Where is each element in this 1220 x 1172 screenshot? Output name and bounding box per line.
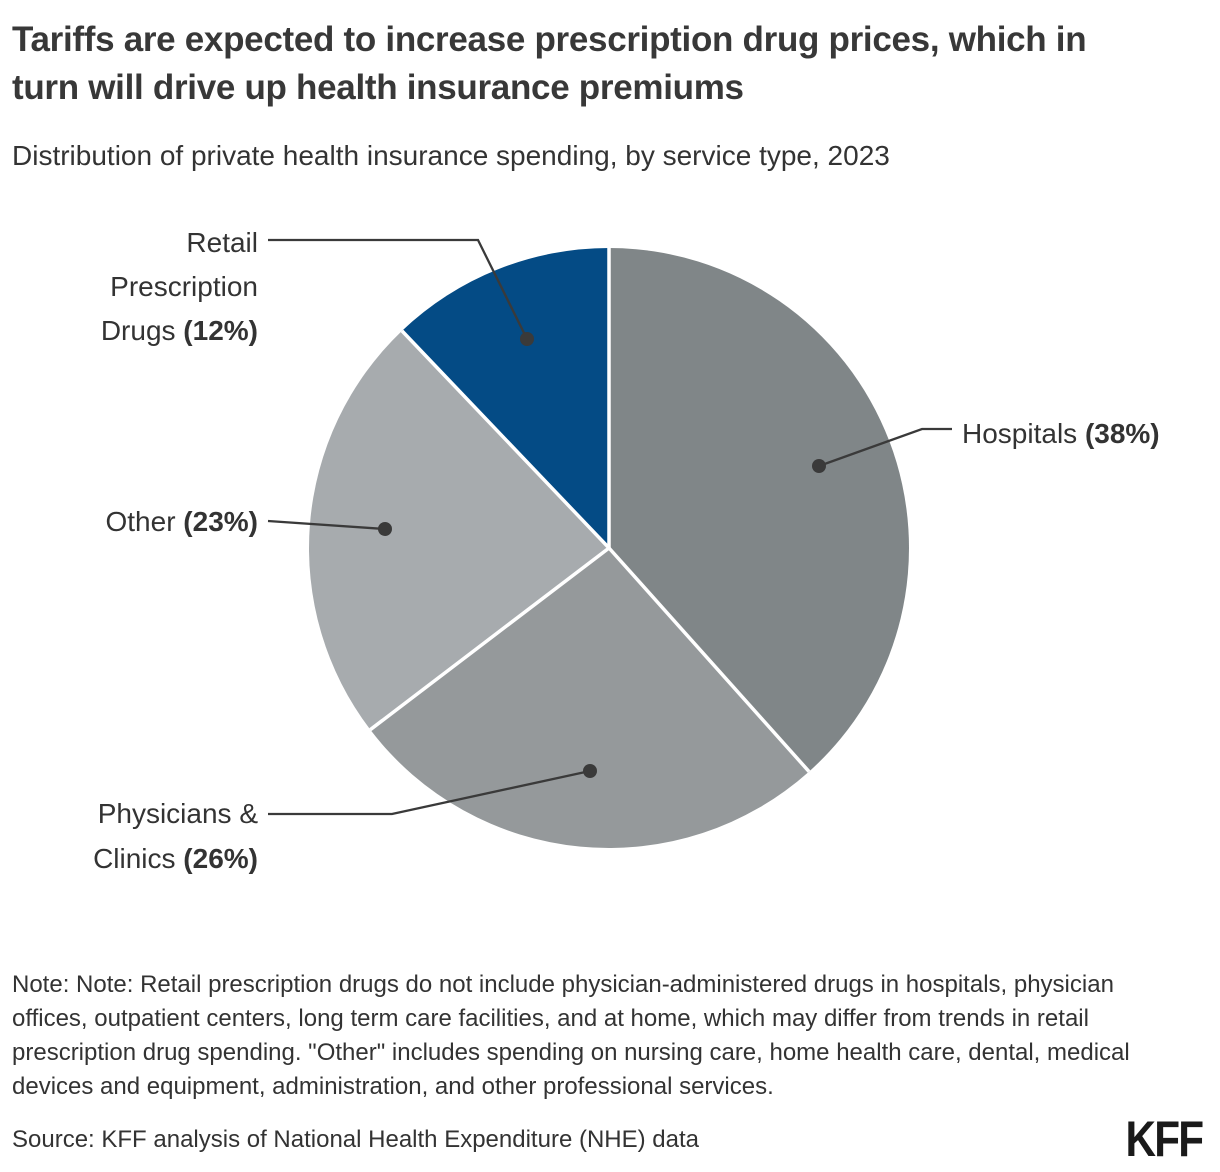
slice-label-physicians-clinics: Physicians & Clinics (26%) bbox=[93, 798, 258, 874]
slice-pct-label: (38%) bbox=[1085, 418, 1160, 449]
callout-line-physicians-clinics bbox=[268, 769, 591, 816]
callout-dot-physicians-clinics bbox=[583, 764, 597, 778]
chart-title: Tariffs are expected to increase prescri… bbox=[12, 20, 1087, 107]
callout-dot-retail-prescription-drugs bbox=[520, 332, 534, 346]
slice-label-line: Physicians & bbox=[98, 798, 259, 829]
slice-pct-label: (23%) bbox=[183, 506, 258, 537]
chart-source: Source: KFF analysis of National Health … bbox=[12, 1126, 699, 1153]
slice-label-line: Hospitals bbox=[962, 418, 1085, 449]
chart-note: Note: Note: Retail prescription drugs do… bbox=[12, 971, 1130, 1100]
pie-slice-retail-prescription-drugs bbox=[401, 248, 609, 548]
pie-chart: Hospitals (38%) Physicians & Clinics (26%)… bbox=[93, 227, 1160, 874]
callout-dot-other bbox=[378, 522, 392, 536]
pie-slice-physicians-clinics bbox=[370, 548, 810, 848]
slice-pct-label: (12%) bbox=[183, 315, 258, 346]
callout-line-hospitals bbox=[818, 427, 952, 468]
kff-logo: KFF bbox=[1125, 1111, 1204, 1168]
pie-slice-other bbox=[309, 330, 609, 730]
slice-separator bbox=[400, 329, 611, 550]
slice-label-other: Other (23%) bbox=[105, 506, 258, 537]
slice-separator bbox=[369, 546, 611, 732]
slice-label-line: Retail bbox=[186, 227, 258, 258]
slice-label-line: Clinics bbox=[93, 843, 183, 874]
callout-line-retail-prescription-drugs bbox=[268, 238, 529, 340]
slice-label-line: Drugs bbox=[101, 315, 183, 346]
callout-dot-hospitals bbox=[812, 459, 826, 473]
slice-separator bbox=[607, 546, 811, 773]
chart-subtitle: Distribution of private health insurance… bbox=[12, 140, 890, 171]
slice-label-line: Prescription bbox=[110, 271, 258, 302]
slice-label-line: Other bbox=[105, 506, 183, 537]
pie-slice-hospitals bbox=[609, 248, 909, 772]
callout-line-other bbox=[267, 519, 386, 531]
slice-label-retail-prescription-drugs: Retail Prescription Drugs (12%) bbox=[101, 227, 258, 346]
slice-pct-label: (26%) bbox=[183, 843, 258, 874]
slice-label-hospitals: Hospitals (38%) bbox=[962, 418, 1160, 449]
